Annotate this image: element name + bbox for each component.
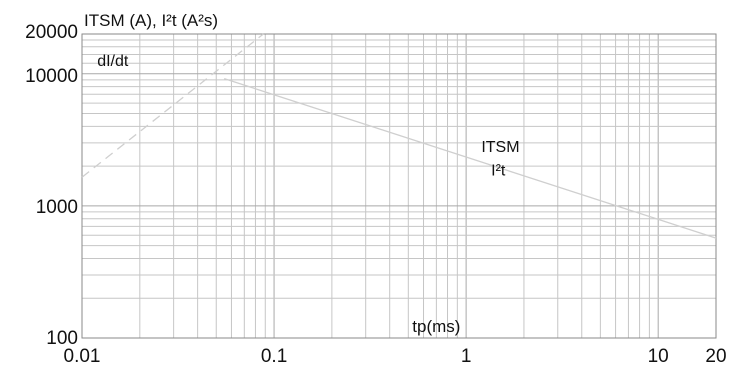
annotations: ITSM I²t dI/dt (97, 53, 519, 180)
y-tick-label: 20000 (25, 22, 78, 43)
annotation-i2t_label: I²t (491, 162, 506, 179)
annotation-didt_label: dI/dt (97, 53, 129, 70)
annotation-itsm_label: ITSM (481, 139, 519, 156)
grid (82, 34, 717, 338)
x-axis-title: tp(ms) (412, 317, 460, 336)
plot-frame (81, 33, 717, 339)
x-tick-label: 0.01 (64, 346, 101, 367)
series-line-itsm (223, 77, 717, 239)
y-tick-label: 10000 (25, 66, 78, 87)
y-tick-label: 1000 (36, 197, 78, 218)
x-tick-label: 0.1 (261, 346, 287, 367)
y-tick-label: 100 (46, 328, 78, 349)
y-axis-title: ITSM (A), I²t (A²s) (84, 11, 218, 30)
tick-labels: 0.01 0.1 1 10 20 100 1000 10000 20000 (25, 22, 726, 367)
series-line-didt (81, 33, 264, 178)
x-tick-label: 20 (705, 346, 726, 367)
series-layer (81, 33, 717, 239)
x-tick-label: 1 (461, 346, 472, 367)
x-tick-label: 10 (648, 346, 669, 367)
